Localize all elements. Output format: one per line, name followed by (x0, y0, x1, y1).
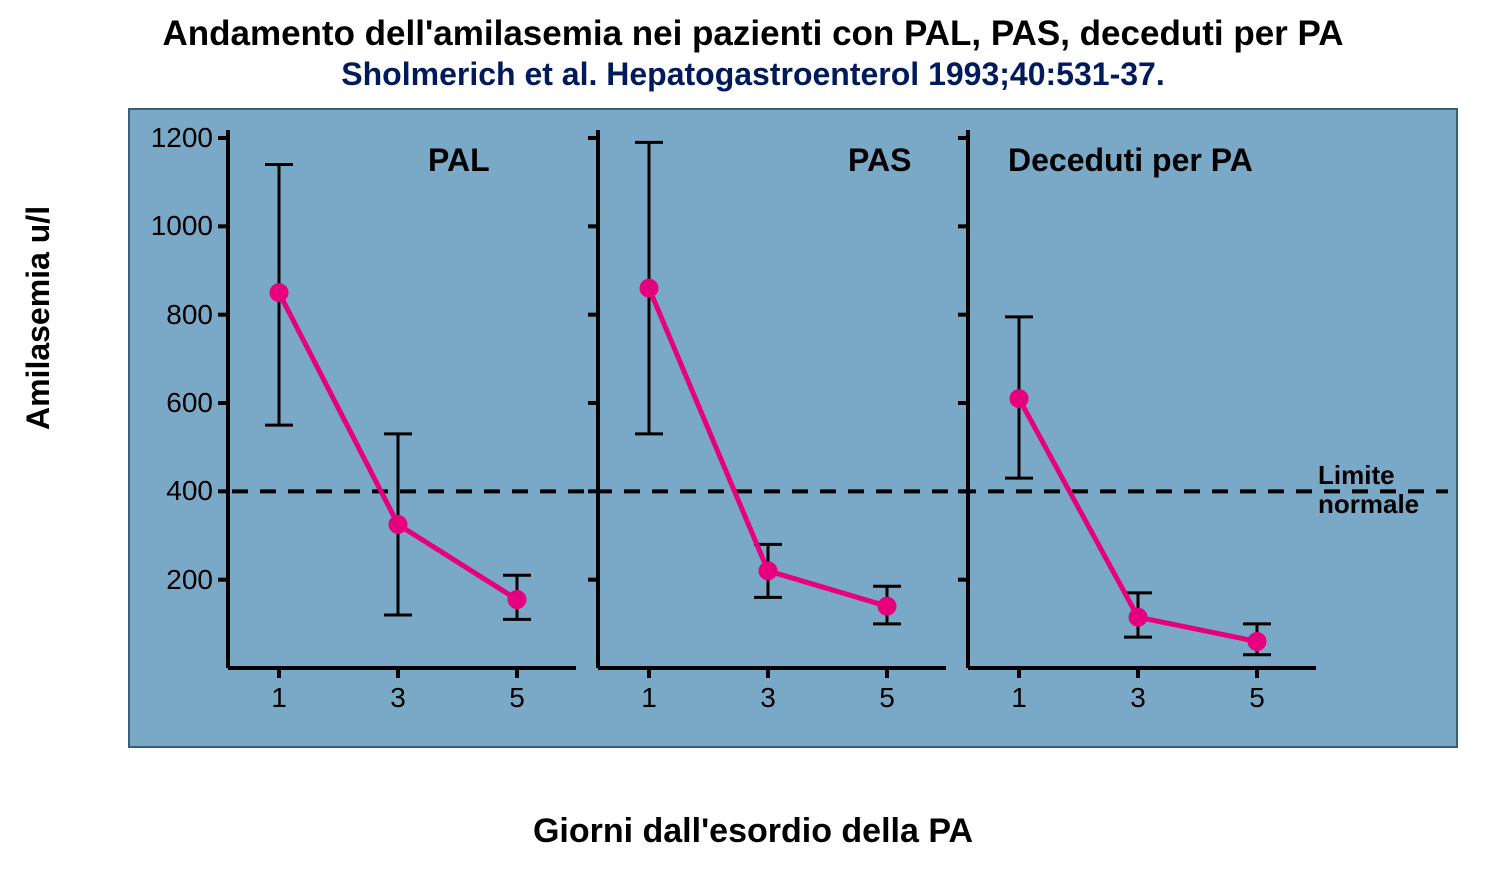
panel-label: PAS (848, 142, 911, 179)
x-tick-label: 5 (1242, 682, 1272, 714)
x-tick-label: 3 (383, 682, 413, 714)
y-tick-label: 1000 (143, 210, 213, 242)
panel-label: Deceduti per PA (1008, 142, 1253, 179)
chart-area: 200 400 600 800 1000 1200 1 3 5 PAL 1 3 5 PAS 1 3 5 Deced… (128, 108, 1458, 748)
y-axis-label: Amilasemia u/l (20, 206, 57, 430)
figure-title: Andamento dell'amilasemia nei pazienti c… (0, 0, 1506, 54)
chart-svg (128, 108, 1458, 748)
x-tick-label: 3 (753, 682, 783, 714)
y-tick-label: 800 (143, 299, 213, 331)
x-tick-label: 3 (1123, 682, 1153, 714)
x-tick-label: 5 (872, 682, 902, 714)
x-tick-label: 1 (264, 682, 294, 714)
y-tick-label: 400 (143, 475, 213, 507)
figure-container: Andamento dell'amilasemia nei pazienti c… (0, 0, 1506, 891)
figure-citation: Sholmerich et al. Hepatogastroenterol 19… (0, 56, 1506, 93)
normal-limit-label: Limitenormale (1318, 461, 1419, 518)
y-tick-label: 200 (143, 564, 213, 596)
x-axis-label: Giorni dall'esordio della PA (0, 812, 1506, 851)
x-tick-label: 5 (502, 682, 532, 714)
y-tick-label: 600 (143, 387, 213, 419)
x-tick-label: 1 (634, 682, 664, 714)
y-tick-label: 1200 (143, 122, 213, 154)
x-tick-label: 1 (1004, 682, 1034, 714)
panel-label: PAL (428, 142, 490, 179)
